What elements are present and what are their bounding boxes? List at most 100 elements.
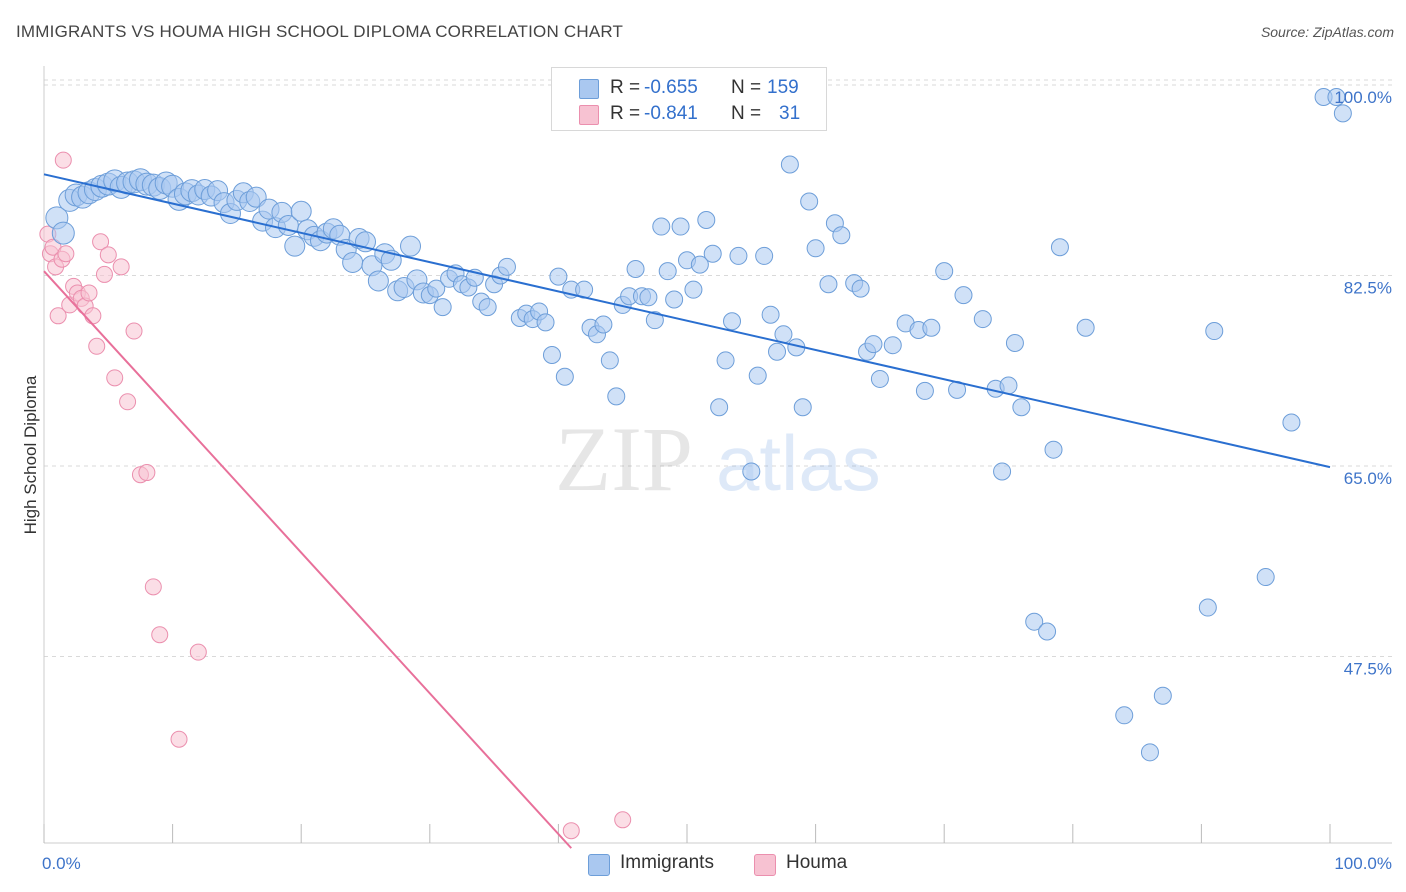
immigrant-point: [999, 376, 1018, 395]
immigrant-point: [922, 318, 941, 337]
immigrant-point: [1198, 598, 1217, 617]
immigrant-point: [1076, 318, 1095, 337]
immigrant-point: [973, 310, 992, 329]
immigrant-point: [742, 462, 761, 481]
immigrant-point: [658, 262, 677, 281]
immigrant-point: [870, 369, 889, 388]
immigrant-point: [851, 279, 870, 298]
immigrant-point: [1025, 612, 1044, 631]
y-tick-label: 47.5%: [1344, 660, 1392, 679]
immigrant-point: [832, 226, 851, 245]
n-label: N =: [731, 103, 762, 124]
immigrant-point: [626, 259, 645, 278]
immigrant-point: [806, 239, 825, 258]
y-tick-label: 65.0%: [1344, 469, 1392, 488]
immigrant-point: [542, 345, 561, 364]
immigrant-point: [954, 286, 973, 305]
immigrant-point: [290, 200, 312, 222]
legend-stats: R = -0.655 N = 159 R = -0.841 N = 31: [551, 67, 827, 131]
houma-point: [106, 369, 124, 387]
immigrant-point: [284, 235, 306, 257]
immigrant-point: [555, 367, 574, 386]
houma-point: [54, 151, 72, 169]
immigrant-point: [768, 342, 787, 361]
immigrant-point: [671, 217, 690, 236]
houma-point: [92, 233, 110, 251]
immigrant-point: [607, 387, 626, 406]
houma-point: [57, 245, 75, 263]
immigrant-point: [800, 192, 819, 211]
houma-point: [99, 246, 117, 264]
immigrant-point: [536, 313, 555, 332]
r-label: R =: [610, 77, 641, 98]
trend-lines: [43, 173, 1331, 849]
y-tick-label: 100.0%: [1334, 88, 1392, 107]
gridlines: [44, 79, 1392, 657]
immigrant-point: [1012, 398, 1031, 417]
immigrant-point: [729, 246, 748, 265]
immigrants-trend-line: [43, 173, 1331, 469]
tick-labels: 47.5% 65.0% 82.5% 100.0% 0.0% 100.0%: [42, 88, 1392, 873]
immigrant-point: [645, 311, 664, 330]
immigrant-point: [245, 186, 267, 208]
immigrant-points: [45, 88, 1352, 762]
legend-row-houma: R = -0.841 N = 31: [552, 102, 826, 128]
houma-swatch: [579, 105, 599, 125]
n-value: 31: [779, 103, 801, 124]
immigrant-point: [478, 298, 497, 317]
houma-point: [125, 322, 143, 340]
immigrant-point: [342, 251, 364, 273]
houma-point: [88, 337, 106, 355]
immigrant-point: [549, 267, 568, 286]
immigrant-point: [690, 255, 709, 274]
immigrant-point: [427, 279, 446, 298]
legend-row-immigrants: R = -0.655 N = 159: [552, 76, 826, 102]
houma-trend-line: [43, 270, 572, 849]
houma-point: [95, 265, 113, 283]
immigrant-point: [1333, 104, 1352, 123]
immigrant-point: [497, 257, 516, 276]
chart-title: IMMIGRANTS VS HOUMA HIGH SCHOOL DIPLOMA …: [16, 22, 624, 41]
r-value: -0.841: [644, 103, 698, 124]
immigrant-point: [600, 351, 619, 370]
immigrant-point: [883, 336, 902, 355]
houma-point: [84, 307, 102, 325]
immigrant-point: [684, 280, 703, 299]
houma-point: [144, 578, 162, 596]
n-value: 159: [767, 77, 799, 98]
immigrant-point: [51, 221, 75, 245]
y-tick-label: 82.5%: [1344, 279, 1392, 298]
houma-point: [112, 258, 130, 276]
immigrant-point: [1115, 706, 1134, 725]
immigrant-point: [594, 315, 613, 334]
immigrant-point: [935, 262, 954, 281]
houma-swatch: [754, 854, 776, 876]
houma-point: [562, 822, 580, 840]
houma-point: [80, 284, 98, 302]
watermark-zip: ZIP: [555, 408, 693, 510]
immigrant-point: [1050, 238, 1069, 257]
immigrant-point: [703, 244, 722, 263]
immigrant-point: [716, 351, 735, 370]
houma-point: [170, 730, 188, 748]
houma-point: [151, 626, 169, 644]
immigrant-point: [1256, 568, 1275, 587]
immigrant-point: [819, 275, 838, 294]
immigrant-point: [1282, 413, 1301, 432]
immigrants-swatch: [579, 79, 599, 99]
legend-series: Immigrants Houma: [0, 852, 1406, 878]
immigrant-point: [723, 312, 742, 331]
r-label: R =: [610, 103, 641, 124]
immigrant-point: [1044, 440, 1063, 459]
houma-point: [119, 393, 137, 411]
immigrant-point: [367, 270, 389, 292]
immigrant-point: [780, 155, 799, 174]
immigrant-point: [993, 462, 1012, 481]
immigrant-point: [1005, 334, 1024, 353]
houma-point: [614, 811, 632, 829]
watermark: ZIP atlas: [555, 408, 881, 510]
legend-label: Immigrants: [620, 852, 714, 873]
immigrant-point: [755, 246, 774, 265]
n-label: N =: [731, 77, 762, 98]
immigrants-swatch: [588, 854, 610, 876]
